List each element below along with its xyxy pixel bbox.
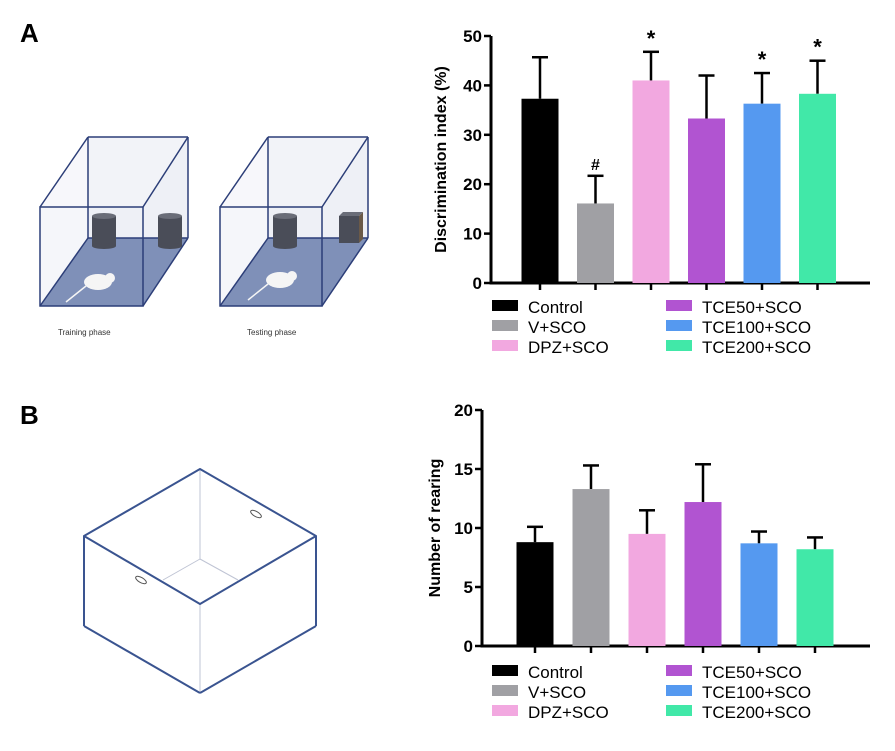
- y-tick-label: 30: [463, 126, 482, 145]
- significance-marker: *: [813, 35, 822, 60]
- legend-label: V+SCO: [528, 683, 586, 702]
- cube-object-icon: [339, 212, 363, 243]
- legend-swatch: [492, 340, 518, 351]
- legend-swatch: [666, 665, 692, 676]
- bar-tce100-sco: [743, 103, 781, 283]
- y-tick-label: 40: [463, 76, 482, 95]
- mouse-icon: [247, 271, 297, 301]
- significance-marker: *: [647, 26, 656, 51]
- hole-icon: [135, 575, 147, 585]
- bar-tce50-sco: [688, 118, 725, 283]
- y-tick-label: 50: [463, 27, 482, 46]
- legend-swatch: [666, 705, 692, 716]
- legend-swatch: [492, 705, 518, 716]
- cylinder-object-icon: [273, 213, 297, 249]
- legend-label: DPZ+SCO: [528, 703, 609, 722]
- cylinder-object-icon: [92, 213, 116, 249]
- significance-marker: *: [758, 47, 767, 72]
- y-tick-label: 20: [463, 175, 482, 194]
- legend-swatch: [666, 340, 692, 351]
- testing-phase-caption: Testing phase: [247, 328, 297, 337]
- bar-tce50-sco: [684, 502, 722, 646]
- legend-label: TCE100+SCO: [702, 318, 811, 337]
- y-tick-label: 20: [454, 401, 473, 420]
- training-box-illustration: [39, 136, 189, 307]
- bar-tce200-sco: [796, 549, 834, 646]
- testing-box-illustration: [219, 136, 369, 307]
- legend-label: TCE50+SCO: [702, 663, 802, 682]
- bar-control: [521, 98, 559, 283]
- legend-swatch: [666, 300, 692, 311]
- hole-icon: [250, 509, 262, 519]
- y-tick-label: 15: [454, 460, 473, 479]
- legend-label: DPZ+SCO: [528, 338, 609, 357]
- bar-dpz-sco: [632, 80, 670, 284]
- panel-label-a: A: [20, 18, 39, 48]
- open-field-box-illustration: [83, 468, 317, 694]
- legend-swatch: [666, 685, 692, 696]
- legend-label: V+SCO: [528, 318, 586, 337]
- bar-tce200-sco: [799, 93, 836, 283]
- mouse-icon: [65, 273, 115, 303]
- bar-dpz-sco: [628, 533, 666, 646]
- y-tick-label: 5: [464, 578, 473, 597]
- legend-label: Control: [528, 298, 583, 317]
- legend-swatch: [492, 685, 518, 696]
- training-phase-caption: Training phase: [58, 328, 111, 337]
- legend-swatch: [492, 300, 518, 311]
- legend-label: Control: [528, 663, 583, 682]
- legend-label: TCE100+SCO: [702, 683, 811, 702]
- legend-label: TCE200+SCO: [702, 703, 811, 722]
- y-tick-label: 10: [454, 519, 473, 538]
- legend-swatch: [492, 665, 518, 676]
- y-tick-label: 10: [463, 225, 482, 244]
- y-tick-label: 0: [464, 637, 473, 656]
- bar-control: [516, 542, 554, 646]
- cylinder-object-icon: [158, 213, 182, 249]
- bar-v-sco: [572, 489, 610, 646]
- legend-label: TCE200+SCO: [702, 338, 811, 357]
- legend-swatch: [492, 320, 518, 331]
- bar-tce100-sco: [740, 543, 778, 646]
- y-tick-label: 0: [473, 274, 482, 293]
- legend-label: TCE50+SCO: [702, 298, 802, 317]
- legend-swatch: [666, 320, 692, 331]
- y-axis-label: Number of rearing: [427, 459, 444, 598]
- y-axis-label: Discrimination index (%): [433, 66, 450, 253]
- significance-marker: #: [591, 157, 600, 174]
- panel-label-b: B: [20, 400, 39, 430]
- bar-v-sco: [577, 203, 614, 283]
